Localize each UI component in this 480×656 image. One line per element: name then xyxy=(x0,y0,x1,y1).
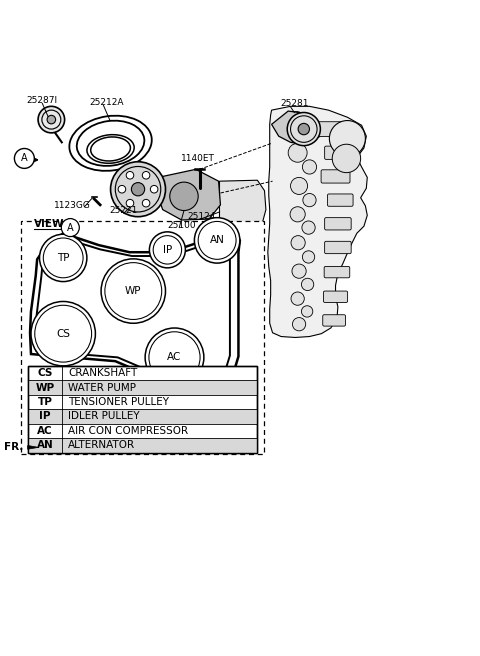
Circle shape xyxy=(302,160,317,174)
Text: IDLER PULLEY: IDLER PULLEY xyxy=(68,411,140,421)
Circle shape xyxy=(149,332,200,383)
Circle shape xyxy=(118,186,126,193)
Text: 25124: 25124 xyxy=(187,212,216,221)
Circle shape xyxy=(142,199,150,207)
Text: 25212A: 25212A xyxy=(89,98,124,108)
Text: WATER PUMP: WATER PUMP xyxy=(68,382,136,392)
Text: CS: CS xyxy=(37,368,53,378)
Text: AN: AN xyxy=(36,440,53,451)
Circle shape xyxy=(332,144,360,173)
Text: A: A xyxy=(21,154,28,163)
Circle shape xyxy=(142,171,150,179)
Text: ALTERNATOR: ALTERNATOR xyxy=(68,440,135,451)
Polygon shape xyxy=(28,366,257,453)
Circle shape xyxy=(126,199,134,207)
Circle shape xyxy=(42,110,61,129)
Circle shape xyxy=(14,148,34,169)
FancyBboxPatch shape xyxy=(324,241,351,254)
Text: 25100: 25100 xyxy=(168,220,196,230)
Text: 25281: 25281 xyxy=(280,99,309,108)
Polygon shape xyxy=(28,380,257,395)
Circle shape xyxy=(292,264,306,278)
Text: FR.: FR. xyxy=(3,442,23,453)
FancyBboxPatch shape xyxy=(324,291,348,302)
Ellipse shape xyxy=(77,121,144,166)
Circle shape xyxy=(287,112,320,146)
Circle shape xyxy=(150,186,158,193)
Circle shape xyxy=(101,259,166,323)
Circle shape xyxy=(290,116,317,142)
Circle shape xyxy=(47,115,56,124)
Circle shape xyxy=(61,218,79,237)
Circle shape xyxy=(306,121,323,138)
Circle shape xyxy=(110,162,166,216)
Text: 1123GG: 1123GG xyxy=(54,201,91,210)
Circle shape xyxy=(43,238,83,277)
Polygon shape xyxy=(28,438,257,453)
Text: TP: TP xyxy=(37,397,52,407)
Circle shape xyxy=(105,262,162,319)
Circle shape xyxy=(301,306,313,317)
Circle shape xyxy=(132,182,144,196)
Text: IP: IP xyxy=(39,411,51,421)
FancyBboxPatch shape xyxy=(324,266,350,277)
Circle shape xyxy=(329,121,365,157)
Circle shape xyxy=(149,232,185,268)
Circle shape xyxy=(115,167,161,212)
Circle shape xyxy=(170,182,198,211)
Text: TP: TP xyxy=(57,253,70,263)
Circle shape xyxy=(302,251,315,263)
Text: AC: AC xyxy=(168,352,182,362)
Circle shape xyxy=(301,278,314,291)
Text: AN: AN xyxy=(210,236,225,245)
Polygon shape xyxy=(21,222,264,453)
Text: AC: AC xyxy=(37,426,53,436)
Polygon shape xyxy=(268,106,367,337)
Text: CS: CS xyxy=(56,329,70,338)
FancyBboxPatch shape xyxy=(327,194,353,206)
FancyBboxPatch shape xyxy=(313,122,344,136)
Text: A: A xyxy=(67,222,73,233)
Polygon shape xyxy=(28,409,257,424)
FancyBboxPatch shape xyxy=(321,170,350,183)
Text: 1140ET: 1140ET xyxy=(180,154,215,163)
Ellipse shape xyxy=(91,137,131,161)
Circle shape xyxy=(286,112,307,133)
Polygon shape xyxy=(272,111,318,144)
Circle shape xyxy=(303,194,316,207)
Circle shape xyxy=(198,222,236,259)
FancyBboxPatch shape xyxy=(324,146,351,159)
Text: WP: WP xyxy=(125,286,142,296)
Text: TENSIONER PULLEY: TENSIONER PULLEY xyxy=(68,397,169,407)
Text: IP: IP xyxy=(163,245,172,255)
Text: 25221: 25221 xyxy=(109,207,138,215)
Text: VIEW: VIEW xyxy=(34,220,64,230)
Circle shape xyxy=(292,318,306,331)
Circle shape xyxy=(126,171,134,179)
FancyBboxPatch shape xyxy=(324,218,351,230)
FancyBboxPatch shape xyxy=(323,315,346,326)
Circle shape xyxy=(291,236,305,250)
Text: AIR CON COMPRESSOR: AIR CON COMPRESSOR xyxy=(68,426,188,436)
Circle shape xyxy=(31,302,96,366)
Polygon shape xyxy=(157,169,220,220)
Circle shape xyxy=(298,123,310,134)
Text: CRANKSHAFT: CRANKSHAFT xyxy=(68,368,137,378)
Circle shape xyxy=(288,143,307,162)
Polygon shape xyxy=(219,180,266,231)
Circle shape xyxy=(38,106,65,133)
Circle shape xyxy=(290,207,305,222)
Polygon shape xyxy=(28,445,38,449)
Text: WP: WP xyxy=(36,382,55,392)
Circle shape xyxy=(145,328,204,387)
Circle shape xyxy=(290,177,308,194)
Circle shape xyxy=(194,218,240,263)
Text: 25287I: 25287I xyxy=(26,96,58,105)
Circle shape xyxy=(153,236,181,264)
Circle shape xyxy=(39,234,87,281)
Polygon shape xyxy=(36,237,231,382)
Circle shape xyxy=(302,221,315,234)
Circle shape xyxy=(291,292,304,305)
Circle shape xyxy=(35,305,92,362)
